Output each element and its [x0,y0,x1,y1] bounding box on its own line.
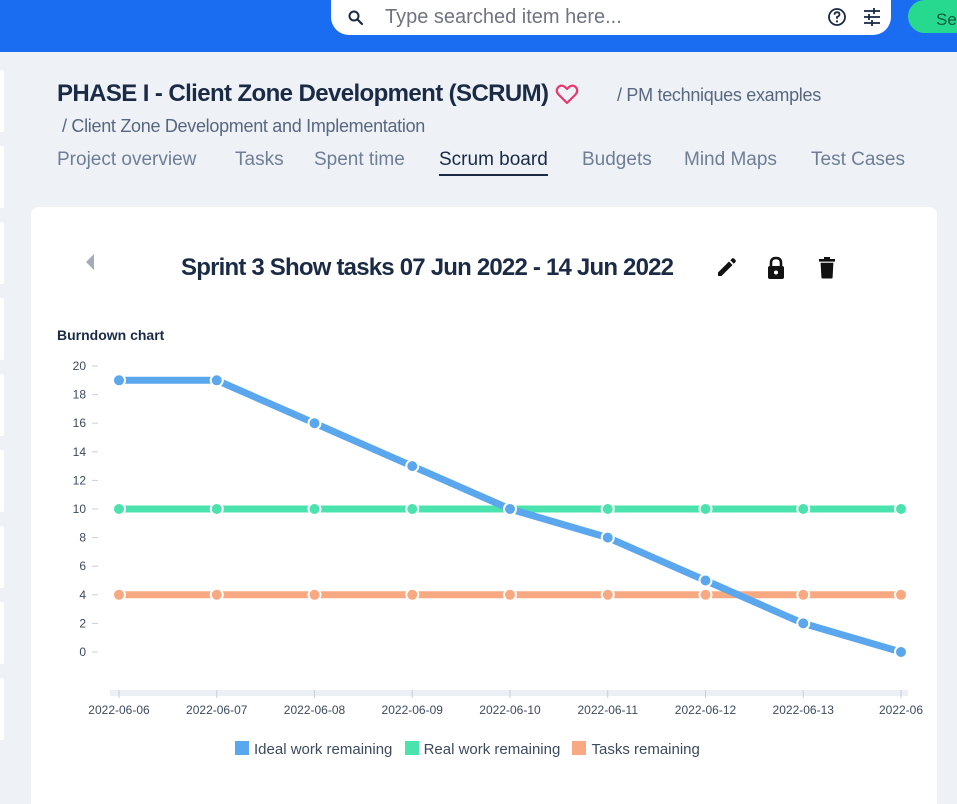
data-point [405,459,420,474]
data-point [600,502,615,516]
search-bar [331,0,891,35]
data-point [698,573,713,588]
data-point [894,587,908,602]
tab-test-cases[interactable]: Test Cases [811,149,905,170]
y-tick-label: 2 [79,616,86,630]
data-point [796,502,811,516]
legend-swatch [235,741,249,755]
rail-item[interactable] [0,526,4,588]
y-tick-label: 12 [73,473,87,487]
data-point [600,587,615,602]
data-point [894,502,908,516]
heart-icon[interactable] [555,83,579,105]
data-point [894,645,908,659]
page-title: PHASE I - Client Zone Development (SCRUM… [57,80,549,107]
y-tick-label: 16 [73,416,87,430]
data-point [112,502,126,516]
edit-icon[interactable] [715,257,737,279]
x-tick-label: 2022-06-12 [675,703,737,717]
trash-icon[interactable] [818,256,836,279]
tab-spent-time[interactable]: Spent time [314,149,405,170]
x-tick-label: 2022-06-08 [284,703,346,717]
rail-item[interactable] [0,602,4,664]
breadcrumb-project-group[interactable]: / PM techniques examples [617,85,821,105]
x-tick-label: 2022-06-09 [382,703,444,717]
data-point [503,502,517,516]
series-line-0 [119,376,902,656]
left-rail [0,70,4,754]
tab-scrum-board[interactable]: Scrum board [439,149,548,176]
data-point [307,502,322,516]
legend-label: Tasks remaining [591,741,700,758]
data-point [307,416,322,431]
y-tick-label: 4 [79,588,86,602]
y-tick-label: 6 [79,559,86,573]
y-tick-label: 8 [79,531,86,545]
rail-item[interactable] [0,146,4,208]
data-point [405,502,420,516]
x-tick-label: 2022-06-10 [479,703,541,717]
data-point [503,587,517,602]
tab-budgets[interactable]: Budgets [582,149,652,170]
data-point [698,587,713,602]
search-input[interactable] [385,5,805,29]
rail-item[interactable] [0,70,4,132]
legend-label: Real work remaining [423,741,561,758]
y-tick-label: 18 [73,388,87,402]
sprint-title: Sprint 3 Show tasks 07 Jun 2022 - 14 Jun… [181,254,674,281]
data-point [796,587,811,602]
tab-tasks[interactable]: Tasks [235,149,284,170]
legend-label: Ideal work remaining [254,741,393,758]
y-tick-label: 0 [79,645,86,659]
rail-item[interactable] [0,222,4,284]
legend-swatch [572,741,587,755]
top-action-button[interactable]: Se [908,0,957,33]
data-point [307,587,322,602]
lock-icon[interactable] [766,256,786,280]
x-tick-label: 2022-06-07 [186,703,248,717]
data-point [112,373,126,388]
rail-item[interactable] [0,678,4,740]
legend-swatch [404,741,419,755]
filter-settings-icon[interactable] [862,7,882,27]
y-tick-label: 20 [73,359,87,373]
x-tick-label: 2022-06 [879,703,923,717]
data-point [209,502,224,516]
legend-item[interactable]: Tasks remaining [572,741,700,758]
rail-item[interactable] [0,374,4,436]
data-point [209,587,224,602]
y-tick-label: 10 [73,502,87,516]
legend-item[interactable]: Real work remaining [404,741,561,758]
data-point [600,530,615,545]
y-tick-label: 14 [73,445,87,459]
tab-project-overview[interactable]: Project overview [57,149,197,170]
back-arrow-icon[interactable] [84,252,96,272]
x-axis [110,690,908,696]
x-tick-label: 2022-06-13 [773,703,835,717]
data-point [405,587,420,602]
data-point [209,373,224,388]
data-point [796,616,811,631]
chart-title: Burndown chart [57,327,165,343]
search-icon[interactable] [347,9,365,27]
data-point [112,587,126,602]
help-icon[interactable] [827,7,847,27]
rail-item[interactable] [0,298,4,360]
legend-item[interactable]: Ideal work remaining [235,741,392,758]
chart-legend: Ideal work remaining Real work remaining… [235,741,708,758]
rail-item[interactable] [0,450,4,512]
breadcrumb-project[interactable]: / Client Zone Development and Implementa… [62,116,426,136]
x-tick-label: 2022-06-06 [88,703,150,717]
tab-mind-maps[interactable]: Mind Maps [684,149,777,170]
data-point [698,502,713,516]
top-bar: Se [0,0,957,52]
x-tick-label: 2022-06-11 [578,703,639,717]
